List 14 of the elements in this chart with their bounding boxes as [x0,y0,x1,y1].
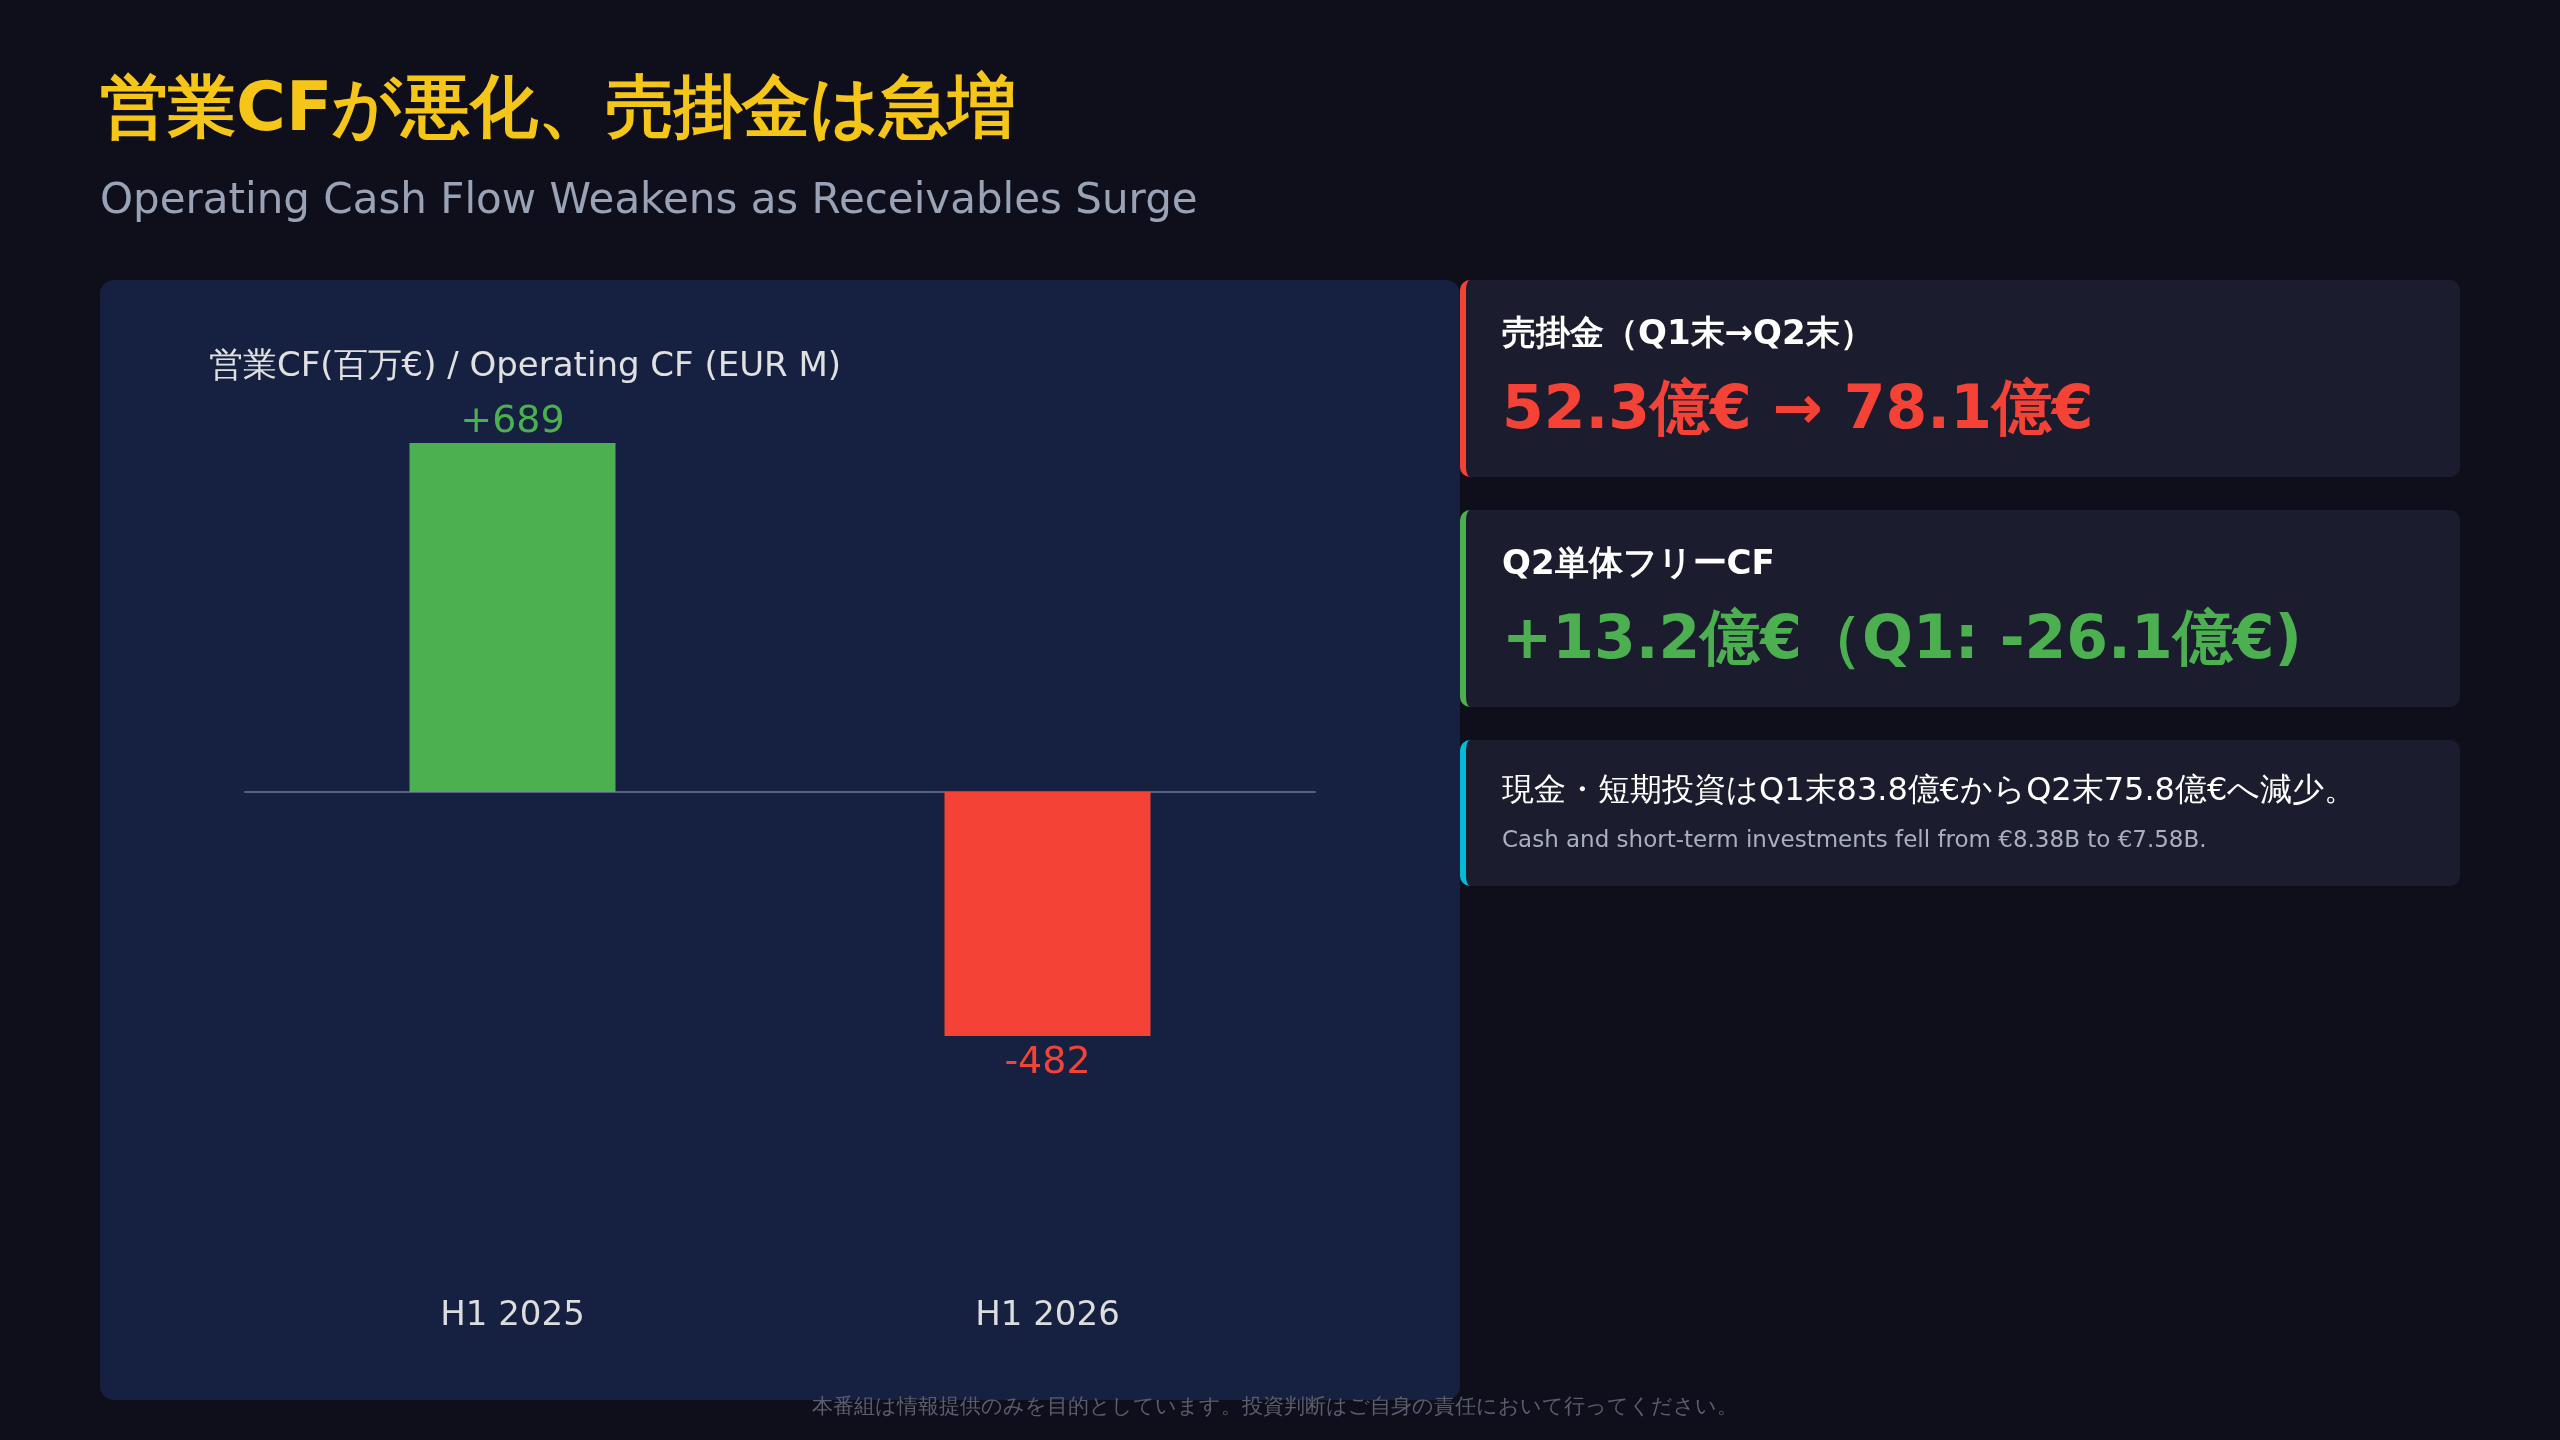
text: 52.3億€ → 78.1億€ [1502,371,2095,444]
chart-subtitle: Operating Cash Flow Weakens as Receivables Surge [100,174,1198,223]
y-axis-title: 営業CF(百万€) / Operating CF (EUR M) [209,344,842,384]
x-tick-label: H1 2026 [975,1293,1120,1333]
chart-title: 営業CFが悪化、売掛金は急増 [100,66,1017,148]
text: 本番組は情報提供のみを目的としています。投資判断はご自身の責任において行ってください。 [811,1393,1739,1420]
text: Cash and short-term investments fell from €8.38B to €7.58B. [1502,826,2208,852]
text: 現金・短期投資はQ1末83.8億€からQ2末75.8億€へ減少。 [1502,769,2358,810]
text: Q2単体フリーCF [1502,541,1776,584]
data-label: +689 [460,397,565,441]
text: 売掛金（Q1末→Q2末） [1502,311,1875,354]
data-label: -482 [1004,1037,1091,1082]
x-tick-label: H1 2025 [440,1293,585,1333]
text: +13.2億€（Q1: -26.1億€) [1502,601,2303,674]
